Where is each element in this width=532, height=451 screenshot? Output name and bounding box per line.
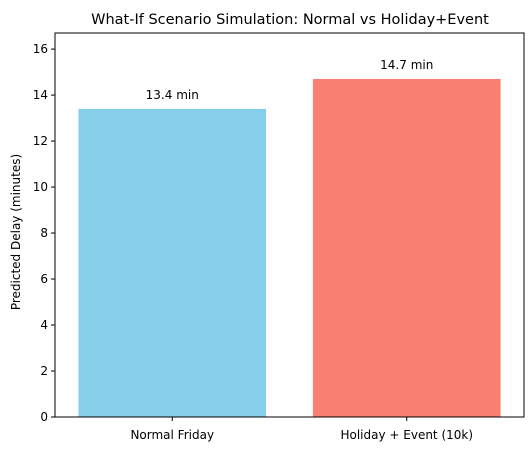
bar-value-label-2: 14.7 min xyxy=(380,58,433,72)
y-axis-label: Predicted Delay (minutes) xyxy=(9,154,23,310)
chart-title: What-If Scenario Simulation: Normal vs H… xyxy=(91,12,489,28)
y-tick-label-10: 10 xyxy=(33,180,48,194)
y-tick-label-2: 2 xyxy=(40,364,48,378)
y-tick-label-4: 4 xyxy=(40,318,48,332)
bar-value-label-1: 13.4 min xyxy=(146,88,199,102)
y-tick-label-12: 12 xyxy=(33,134,48,148)
y-tick-label-14: 14 xyxy=(33,88,48,102)
x-tick-label-1: Normal Friday xyxy=(130,428,214,442)
axes-frame xyxy=(54,32,525,418)
plot-area: 13.4 min 14.7 min 0 2 4 6 8 10 12 14 16 Normal Frid… xyxy=(33,32,525,442)
bar-1 xyxy=(78,108,267,417)
y-tick-label-8: 8 xyxy=(40,226,48,240)
bar-2 xyxy=(312,78,501,417)
y-tick-label-0: 0 xyxy=(40,410,48,424)
x-tick-label-2: Holiday + Event (10k) xyxy=(340,428,473,442)
y-tick-label-6: 6 xyxy=(40,272,48,286)
y-tick-label-16: 16 xyxy=(33,42,48,56)
